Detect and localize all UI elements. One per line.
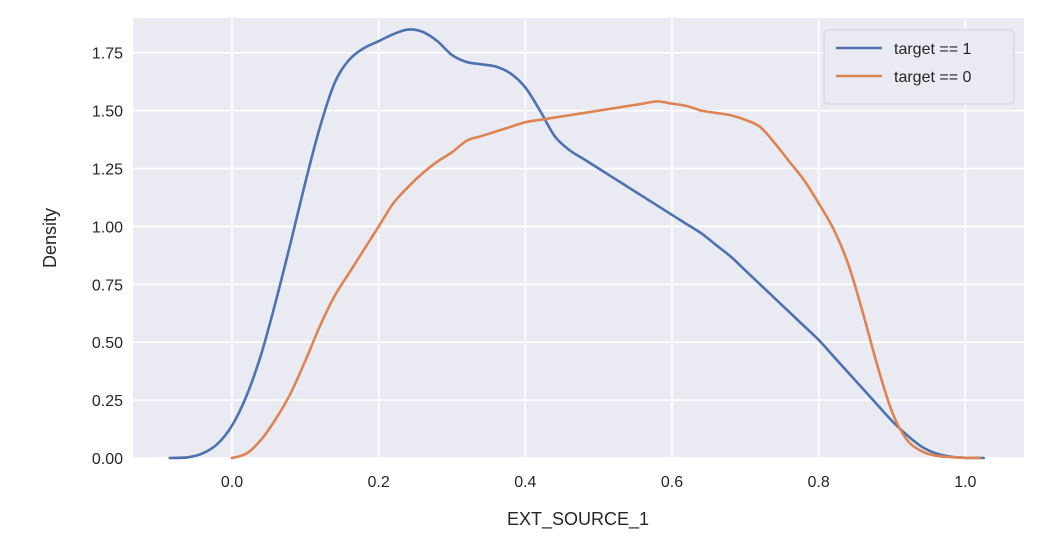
x-tick-label: 0.2 [368, 474, 390, 491]
y-tick-label: 0.75 [92, 277, 123, 294]
x-tick-labels: 0.0 0.2 0.4 0.6 0.8 1.0 [221, 474, 977, 491]
y-tick-label: 1.50 [92, 104, 123, 121]
y-tick-labels: 0.00 0.25 0.50 0.75 1.00 1.25 1.50 1.75 [92, 46, 123, 468]
y-tick-label: 1.25 [92, 162, 123, 179]
series-layer [168, 28, 985, 460]
series-line-1 [168, 28, 985, 460]
x-tick-label: 1.0 [954, 474, 976, 491]
x-tick-label: 0.4 [514, 474, 536, 491]
y-tick-label: 1.00 [92, 219, 123, 236]
grid-lines [133, 18, 1024, 459]
y-tick-label: 0.00 [92, 451, 123, 468]
legend-label-1: target == 1 [894, 41, 971, 58]
y-tick-label: 0.50 [92, 335, 123, 352]
legend-label-2: target == 0 [894, 69, 971, 86]
x-tick-label: 0.8 [808, 474, 830, 491]
y-tick-label: 0.25 [92, 393, 123, 410]
x-tick-label: 0.0 [221, 474, 243, 491]
series-line-2 [230, 100, 982, 460]
legend: target == 1 target == 0 [823, 29, 1015, 105]
x-tick-label: 0.6 [661, 474, 683, 491]
y-tick-label: 1.75 [92, 46, 123, 63]
x-axis-label: EXT_SOURCE_1 [507, 509, 649, 530]
y-axis-label: Density [40, 208, 60, 268]
